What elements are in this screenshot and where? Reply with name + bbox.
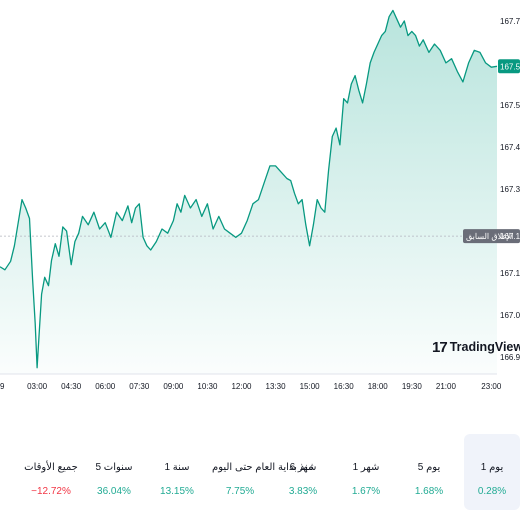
- period-label: 6 شهر: [289, 462, 317, 473]
- time-tick-label: 10:30: [197, 382, 218, 391]
- period-tab[interactable]: 6 شهر 3.83%: [275, 434, 331, 510]
- period-label: جميع الأوقات: [24, 462, 78, 473]
- period-label: 1 شهر: [352, 462, 380, 473]
- last-price-badge: 167.592: [498, 59, 520, 74]
- price-tick-label: 167.100: [500, 269, 520, 278]
- tradingview-logo-text: TradingView: [449, 340, 520, 354]
- period-label: 1 سنة: [164, 462, 190, 473]
- time-tick-label: 13:30: [266, 382, 287, 391]
- period-change-value: 0.28%: [477, 486, 507, 497]
- period-change-value: 3.83%: [288, 486, 318, 497]
- price-tick-label: 166.900: [500, 353, 520, 362]
- time-axis[interactable]: 9 03:00 04:30 06:00 07:30 09:00 10:30 12:00 13:3…: [0, 382, 502, 391]
- period-change-value: 36.04%: [97, 486, 131, 497]
- time-tick-label: 21:00: [436, 382, 457, 391]
- price-tick-label: 167.300: [500, 185, 520, 194]
- time-tick-label: 9: [0, 382, 5, 391]
- price-tick-label: 167.700: [500, 17, 520, 26]
- price-tick-label: 167.500: [500, 101, 520, 110]
- tradingview-logo-mark: 17: [432, 338, 448, 356]
- price-chart[interactable]: 167.700 167.500 167.400 167.300 167.100 167.0…: [0, 0, 520, 400]
- period-change-value: 1.68%: [414, 486, 444, 497]
- time-tick-label: 07:30: [129, 382, 150, 391]
- period-tab[interactable]: 1 شهر 1.67%: [338, 434, 394, 510]
- time-tick-label: 06:00: [95, 382, 116, 391]
- time-tick-label: 16:30: [334, 382, 355, 391]
- previous-close-value: 167.188: [500, 232, 520, 241]
- period-tab[interactable]: 1 يوم 0.28%: [464, 434, 520, 510]
- price-tick-label: 167.400: [500, 143, 520, 152]
- period-tab[interactable]: منذ بداية العام حتى اليوم 7.75%: [212, 434, 314, 510]
- time-tick-label: 23:00: [481, 382, 502, 391]
- time-tick-label: 12:00: [231, 382, 252, 391]
- time-tick-label: 03:00: [27, 382, 48, 391]
- price-tick-label: 167.000: [500, 311, 520, 320]
- last-price-label: 167.592: [500, 62, 520, 71]
- period-tab[interactable]: 1 سنة 13.15%: [149, 434, 205, 510]
- period-tab[interactable]: 5 يوم 1.68%: [401, 434, 457, 510]
- previous-close-label: الإغلاق السابق: [466, 232, 513, 241]
- period-label: 5 يوم: [417, 462, 441, 473]
- time-tick-label: 19:30: [402, 382, 423, 391]
- period-change-value: 1.67%: [351, 486, 381, 497]
- period-tab[interactable]: 5 سنوات 36.04%: [86, 434, 142, 510]
- time-tick-label: 09:00: [163, 382, 184, 391]
- price-area-fill: [0, 10, 497, 375]
- time-tick-label: 18:00: [368, 382, 389, 391]
- price-axis[interactable]: 167.700 167.500 167.400 167.300 167.100 167.0…: [500, 17, 520, 362]
- time-tick-label: 15:00: [300, 382, 321, 391]
- period-change-value: −12.72%: [31, 486, 71, 497]
- period-label: 1 يوم: [480, 462, 504, 473]
- time-tick-label: 04:30: [61, 382, 82, 391]
- price-series-line: [0, 9, 498, 369]
- performance-periods: 1 يوم 0.28% 5 يوم 1.68% 1 شهر 1.67% 6 شهر 3.83%…: [0, 434, 520, 510]
- price-line: [0, 9, 498, 369]
- period-label: 5 سنوات: [95, 462, 133, 473]
- price-area: [0, 10, 497, 375]
- tradingview-logo[interactable]: 17 TradingView: [432, 337, 520, 357]
- period-label: منذ بداية العام حتى اليوم: [212, 462, 314, 473]
- period-tab[interactable]: جميع الأوقات −12.72%: [23, 434, 79, 510]
- period-change-value: 13.15%: [160, 486, 194, 497]
- period-change-value: 7.75%: [225, 486, 255, 497]
